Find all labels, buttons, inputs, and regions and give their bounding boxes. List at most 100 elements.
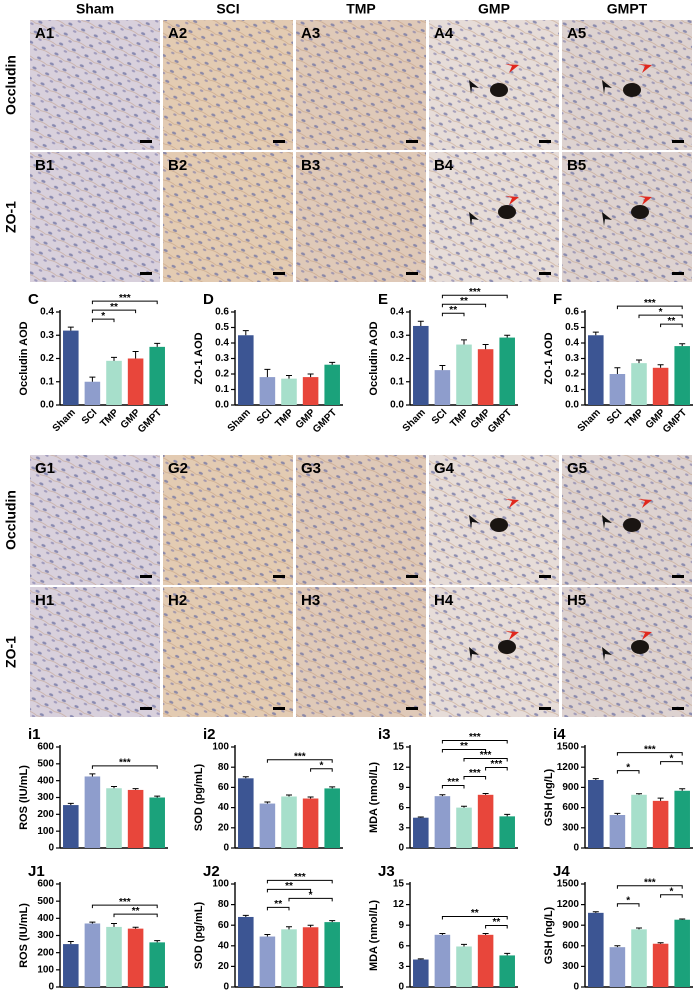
micrograph-texture <box>296 455 426 585</box>
error-bar <box>439 932 446 935</box>
panel-label: B1 <box>35 157 54 174</box>
y-tick-label: 40 <box>218 802 230 813</box>
panel-letter: J2 <box>203 863 220 880</box>
bar <box>477 349 494 405</box>
y-tick-label: 600 <box>562 940 579 951</box>
error-bar <box>482 344 489 350</box>
panel-label: A5 <box>567 25 586 42</box>
bar <box>434 370 451 405</box>
x-tick-label: SCI <box>430 407 450 427</box>
y-tick-label: 0.1 <box>565 384 579 395</box>
sig-bracket <box>638 314 683 319</box>
y-tick-label: 20 <box>218 822 230 833</box>
error-bar <box>132 926 139 929</box>
y-tick-label: 100 <box>212 879 229 890</box>
panel-label: B5 <box>567 157 586 174</box>
y-tick-label: 40 <box>218 940 230 951</box>
sig-bracket <box>485 766 508 771</box>
arrow <box>469 515 479 529</box>
y-tick-label: 500 <box>37 896 54 907</box>
sig-label: *** <box>644 744 656 755</box>
y-tick-label: 100 <box>37 964 54 975</box>
x-tick-label: TMP <box>98 407 121 430</box>
error-bar <box>679 343 686 347</box>
bar <box>259 936 276 987</box>
bar <box>127 928 144 987</box>
error-bar <box>67 941 74 945</box>
y-tick-label: 0.6 <box>215 307 229 318</box>
panel-label: A4 <box>434 25 454 42</box>
column-header: GMP <box>478 1 510 17</box>
panel-letter: i2 <box>203 726 216 743</box>
stain-deposit <box>631 640 649 654</box>
y-tick-label: 20 <box>218 961 230 972</box>
stain-deposit <box>498 205 516 219</box>
y-axis-label: MDA (nmol/L) <box>368 762 380 833</box>
error-bar <box>614 367 621 374</box>
bar <box>477 794 494 848</box>
column-header: SCI <box>216 1 239 17</box>
micrograph-texture <box>296 152 426 282</box>
error-bar <box>242 914 249 917</box>
panel-letter: i4 <box>553 726 566 743</box>
y-tick-label: 0.1 <box>390 376 404 387</box>
y-tick-label: 0.5 <box>565 322 579 333</box>
sig-label: *** <box>469 768 481 779</box>
bar <box>609 374 626 405</box>
panel-label: H5 <box>567 592 586 609</box>
y-tick-label: 600 <box>37 742 54 753</box>
sig-label: * <box>626 895 630 906</box>
y-tick-label: 0 <box>573 982 579 993</box>
bar <box>238 916 254 987</box>
error-bar <box>132 351 139 359</box>
error-bar <box>657 942 664 944</box>
sig-bracket <box>266 906 290 911</box>
micrograph-texture <box>163 152 293 282</box>
bar <box>413 325 429 405</box>
y-tick-label: 100 <box>37 826 54 837</box>
bar <box>434 934 451 987</box>
sig-bracket <box>616 305 683 310</box>
error-bar <box>132 788 139 790</box>
sig-label: *** <box>294 751 306 762</box>
bar <box>127 789 144 848</box>
y-tick-label: 0.4 <box>40 307 54 318</box>
sig-label: *** <box>119 293 131 304</box>
bar <box>324 788 340 848</box>
sig-label: ** <box>668 316 676 327</box>
error-bar <box>89 921 96 924</box>
y-tick-label: 0.2 <box>565 369 579 380</box>
arrow <box>505 631 519 640</box>
bar <box>588 335 604 405</box>
sig-bracket <box>616 752 683 756</box>
error-bar <box>504 952 511 956</box>
x-tick-label: SCI <box>80 407 100 427</box>
error-bar <box>679 918 686 920</box>
sig-bracket <box>441 312 465 317</box>
y-axis-label: ZO-1 AOD <box>193 332 205 384</box>
y-tick-label: 300 <box>37 792 54 803</box>
error-bar <box>417 816 424 818</box>
sig-label: * <box>669 886 673 897</box>
y-tick-label: 0.2 <box>390 353 404 364</box>
y-tick-label: 900 <box>562 782 579 793</box>
bar <box>84 776 101 848</box>
bar <box>281 378 297 405</box>
y-tick-label: 15 <box>393 879 405 890</box>
error-bar <box>89 376 96 382</box>
y-tick-label: 6 <box>398 802 404 813</box>
error-bar <box>636 927 642 930</box>
y-tick-label: 3 <box>398 961 404 972</box>
error-bar <box>264 368 271 378</box>
scale-bar <box>273 707 285 710</box>
bar <box>588 779 604 848</box>
bar <box>281 796 297 848</box>
error-bar <box>461 805 467 808</box>
micrograph-texture <box>429 152 559 282</box>
y-tick-label: 0 <box>398 982 404 993</box>
y-tick-label: 0.1 <box>40 376 54 387</box>
sig-bracket <box>266 888 312 893</box>
row-label: Occludin <box>3 55 19 115</box>
y-tick-label: 60 <box>218 920 230 931</box>
x-tick-label: SCI <box>605 407 625 427</box>
